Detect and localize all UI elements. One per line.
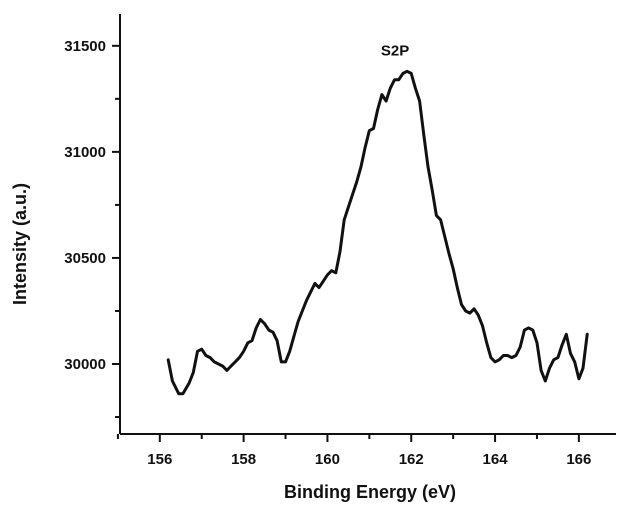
y-ticks <box>112 44 120 419</box>
y-tick-label: 30500 <box>64 250 106 267</box>
x-tick-label: 166 <box>566 451 591 468</box>
series-group <box>166 69 589 396</box>
x-tick-label: 160 <box>315 451 340 468</box>
y-tick-label: 31000 <box>64 144 106 161</box>
x-tick-labels: 156 158 160 162 164 166 <box>147 451 591 468</box>
y-axis-title: Intensity (a.u.) <box>10 183 30 305</box>
spectrum-line <box>166 69 589 396</box>
y-tick-label: 31500 <box>64 38 106 55</box>
x-tick-label: 158 <box>231 451 256 468</box>
x-tick-label: 164 <box>483 451 509 468</box>
x-tick-label: 162 <box>399 451 424 468</box>
y-tick-label: 30000 <box>64 356 106 373</box>
x-tick-label: 156 <box>147 451 172 468</box>
y-tick-labels: 30000 30500 31000 31500 <box>64 38 106 373</box>
x-axis-title: Binding Energy (eV) <box>284 482 456 502</box>
peak-annotation-label: S2P <box>381 42 409 59</box>
x-ticks <box>116 434 580 442</box>
